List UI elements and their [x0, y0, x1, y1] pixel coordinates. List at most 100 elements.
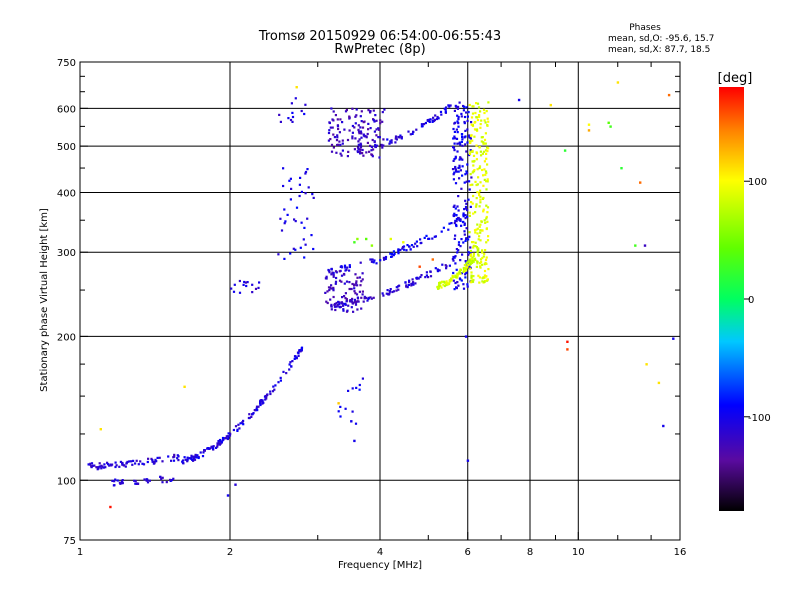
trace-point	[155, 460, 158, 463]
scatter-point	[466, 459, 470, 462]
scatter-point	[587, 123, 591, 126]
trace-point	[476, 183, 479, 186]
trace-point	[112, 484, 115, 487]
cluster-point	[294, 97, 297, 100]
stats-o-mode: mean, sd,O: -95.6, 15.7	[608, 34, 714, 44]
trace-point	[475, 205, 478, 208]
trace-point	[365, 296, 368, 299]
trace-point	[466, 119, 469, 123]
trace-point	[405, 249, 408, 252]
trace-point	[220, 440, 223, 443]
trace-point	[172, 459, 176, 462]
scatter-point	[634, 244, 637, 247]
trace-point	[465, 202, 468, 205]
trace-point	[454, 262, 457, 265]
trace-point	[485, 188, 488, 191]
trace-point	[411, 278, 414, 281]
cluster-point	[369, 144, 372, 147]
trace-point	[134, 482, 137, 485]
cluster-point	[356, 308, 359, 311]
trace-point	[428, 237, 431, 240]
trace-point	[366, 299, 369, 302]
scatter-point	[418, 265, 421, 268]
trace-point	[197, 456, 200, 460]
cluster-point	[284, 220, 287, 223]
trace-point	[475, 144, 478, 147]
trace-point	[470, 201, 473, 204]
trace-point	[452, 137, 455, 140]
trace-point	[237, 423, 240, 426]
cluster-point	[328, 289, 331, 292]
trace-point	[300, 348, 303, 351]
trace-point	[476, 232, 479, 235]
trace-point	[151, 460, 154, 463]
trace-point	[483, 160, 486, 163]
trace-point	[459, 269, 463, 272]
trace-point	[454, 281, 457, 285]
cluster-point	[348, 115, 351, 118]
trace-point	[461, 138, 464, 141]
trace-point	[407, 283, 410, 286]
trace-point	[467, 198, 470, 201]
trace-point	[374, 145, 377, 149]
trace-point	[478, 114, 481, 117]
y-tick-label: 600	[57, 104, 76, 115]
cluster-point	[383, 108, 386, 111]
trace-point	[476, 250, 479, 253]
trace-point	[450, 277, 453, 280]
cluster-point	[339, 118, 342, 121]
trace-point	[465, 170, 468, 173]
y-axis-ticks: 75 100 200 300 400 500 600 750	[57, 58, 88, 547]
trace-point	[415, 276, 418, 280]
trace-point	[475, 228, 478, 231]
cluster-point	[304, 243, 307, 246]
trace-point	[486, 206, 490, 209]
trace-point	[158, 456, 161, 459]
trace-point	[394, 141, 397, 144]
trace-point	[442, 226, 445, 229]
trace-point	[472, 164, 475, 167]
trace-point	[459, 278, 462, 281]
trace-point	[483, 274, 486, 277]
trace-point	[479, 223, 482, 226]
trace-point	[484, 170, 488, 173]
trace-point	[103, 463, 106, 466]
trace-point	[410, 283, 413, 286]
cluster-point	[330, 305, 333, 308]
trace-point	[479, 231, 482, 234]
trace-point	[454, 137, 457, 140]
trace-point	[467, 260, 470, 263]
trace-point	[477, 253, 480, 256]
trace-point	[238, 427, 241, 430]
trace-point	[440, 113, 443, 116]
cluster-point	[291, 111, 294, 114]
trace-point	[251, 413, 254, 416]
cluster-point	[311, 193, 314, 196]
trace-point	[389, 252, 392, 255]
trace-point	[469, 249, 472, 253]
trace-point	[474, 245, 477, 248]
trace-point	[464, 267, 468, 270]
trace-point	[452, 259, 455, 262]
cluster-point	[361, 126, 365, 129]
x-tick-label: 1	[77, 547, 83, 558]
cluster-point	[307, 186, 310, 189]
cluster-point	[369, 111, 372, 114]
trace-point	[182, 462, 185, 465]
trace-point	[161, 481, 164, 484]
trace-point	[134, 462, 137, 465]
trace-point	[472, 275, 475, 278]
trace-point	[411, 132, 414, 135]
trace-point	[472, 246, 475, 249]
trace-point	[456, 142, 459, 145]
trace-point	[400, 137, 403, 140]
trace-point	[263, 395, 267, 398]
cluster-point	[371, 138, 374, 142]
cluster-point	[338, 270, 341, 273]
trace-point	[476, 247, 479, 250]
trace-point	[161, 476, 164, 479]
trace-point	[135, 482, 138, 485]
cluster-point	[245, 284, 248, 288]
trace-point	[455, 218, 458, 221]
cluster-point	[327, 139, 330, 142]
